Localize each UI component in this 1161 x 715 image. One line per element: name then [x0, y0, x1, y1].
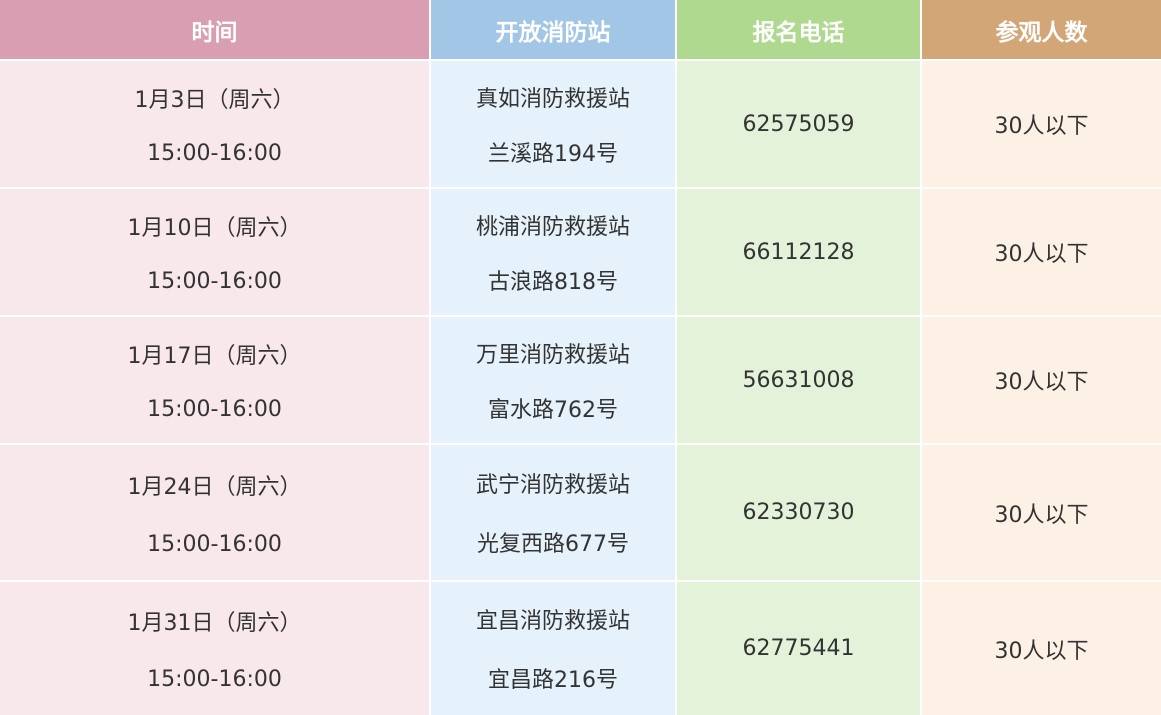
station-address: 兰溪路194号 [488, 141, 618, 167]
capacity-cell: 30人以下 [922, 61, 1161, 187]
station-name: 宜昌消防救援站 [475, 609, 630, 635]
station-name: 万里消防救援站 [475, 342, 630, 368]
date-text: 1月17日（周六） [127, 344, 302, 370]
capacity-text: 30人以下 [994, 370, 1089, 395]
capacity-text: 30人以下 [994, 242, 1089, 267]
header-phone: 报名电话 [677, 0, 920, 59]
time-cell: 1月10日（周六） 15:00-16:00 [0, 189, 429, 315]
time-cell: 1月24日（周六） 15:00-16:00 [0, 445, 429, 580]
time-text: 15:00-16:00 [147, 268, 282, 294]
station-name: 真如消防救援站 [475, 86, 630, 112]
header-capacity: 参观人数 [922, 0, 1161, 59]
station-cell: 武宁消防救援站 光复西路677号 [431, 445, 675, 580]
station-name: 桃浦消防救援站 [475, 214, 630, 240]
station-address: 宜昌路216号 [488, 667, 618, 693]
phone-cell: 62330730 [677, 445, 920, 580]
phone-number: 62330730 [742, 500, 855, 525]
phone-cell: 62775441 [677, 582, 920, 715]
capacity-cell: 30人以下 [922, 189, 1161, 315]
phone-cell: 62575059 [677, 61, 920, 187]
station-address: 富水路762号 [488, 397, 618, 423]
capacity-text: 30人以下 [994, 638, 1089, 664]
time-text: 15:00-16:00 [147, 667, 282, 692]
capacity-text: 30人以下 [994, 114, 1089, 139]
time-cell: 1月17日（周六） 15:00-16:00 [0, 317, 429, 443]
station-name: 武宁消防救援站 [475, 472, 630, 498]
phone-number: 62575059 [742, 111, 855, 137]
date-text: 1月31日（周六） [127, 611, 302, 636]
time-cell: 1月31日（周六） 15:00-16:00 [0, 582, 429, 715]
station-cell: 宜昌消防救援站 宜昌路216号 [431, 582, 675, 715]
date-text: 1月3日（周六） [134, 88, 295, 114]
time-text: 15:00-16:00 [147, 396, 282, 422]
header-time: 时间 [0, 0, 429, 59]
date-text: 1月24日（周六） [127, 474, 302, 500]
phone-cell: 56631008 [677, 317, 920, 443]
phone-cell: 66112128 [677, 189, 920, 315]
capacity-cell: 30人以下 [922, 582, 1161, 715]
station-cell: 万里消防救援站 富水路762号 [431, 317, 675, 443]
station-cell: 真如消防救援站 兰溪路194号 [431, 61, 675, 187]
time-text: 15:00-16:00 [147, 140, 282, 166]
capacity-cell: 30人以下 [922, 317, 1161, 443]
date-text: 1月10日（周六） [127, 216, 302, 242]
station-cell: 桃浦消防救援站 古浪路818号 [431, 189, 675, 315]
capacity-text: 30人以下 [994, 502, 1089, 528]
header-station: 开放消防站 [431, 0, 675, 59]
phone-number: 56631008 [742, 367, 855, 393]
time-text: 15:00-16:00 [147, 531, 282, 557]
phone-number: 66112128 [742, 239, 855, 265]
station-address: 古浪路818号 [488, 269, 618, 295]
time-cell: 1月3日（周六） 15:00-16:00 [0, 61, 429, 187]
phone-number: 62775441 [742, 636, 855, 661]
station-address: 光复西路677号 [477, 532, 629, 558]
capacity-cell: 30人以下 [922, 445, 1161, 580]
